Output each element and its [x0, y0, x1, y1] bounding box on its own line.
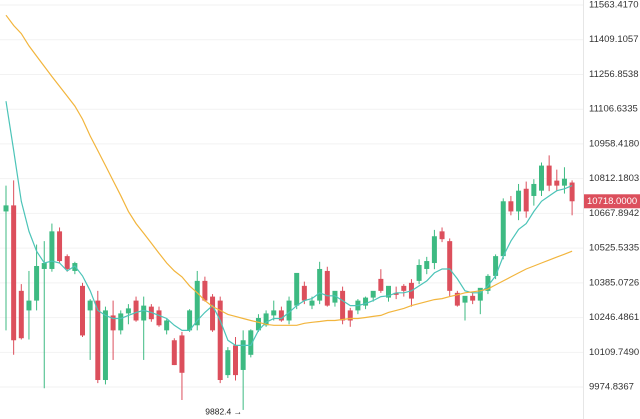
candle-body: [118, 313, 124, 331]
last-price-label: 10718.0000: [587, 196, 637, 207]
candle-body: [431, 236, 437, 264]
candle-body: [309, 300, 315, 306]
candle-body: [240, 340, 246, 370]
candle-body: [294, 272, 300, 306]
candle-body: [317, 268, 323, 301]
candle-body: [156, 310, 162, 326]
candle-body: [378, 278, 384, 291]
y-tick-label: 10109.7490: [589, 347, 639, 358]
candle-body: [386, 285, 391, 298]
candle-body: [462, 295, 468, 303]
candle-body: [416, 265, 422, 281]
candle-body: [485, 275, 491, 291]
candle-body: [133, 300, 139, 321]
moving-average-line: [5, 14, 573, 326]
candle-body: [493, 256, 499, 276]
candle-body: [370, 290, 376, 298]
candle-body: [217, 300, 223, 381]
candle-body: [87, 300, 93, 311]
candle-body: [11, 205, 17, 341]
candle-body: [569, 182, 575, 202]
y-tick-label: 11409.1057: [589, 34, 639, 45]
candle-body: [72, 263, 78, 271]
y-tick-label: 11106.6335: [589, 104, 638, 115]
y-tick-label: 10667.8942: [589, 208, 639, 219]
candle-body: [80, 285, 85, 336]
candle-body: [500, 201, 506, 257]
candle-body: [340, 290, 346, 321]
candle-body: [95, 300, 101, 381]
candle-body: [194, 280, 200, 326]
y-tick-label: 10385.0726: [589, 277, 639, 288]
candle-body: [332, 290, 338, 303]
candle-body: [393, 292, 399, 295]
candle-body: [171, 340, 177, 366]
candle-body: [531, 183, 537, 196]
candle-body: [539, 165, 544, 191]
candle-body: [424, 261, 430, 269]
candle-body: [347, 310, 353, 321]
candle-body: [18, 290, 24, 339]
candle-body: [401, 285, 407, 291]
candle-body: [447, 241, 453, 291]
candle-body: [233, 345, 238, 376]
candle-body: [187, 310, 193, 331]
candle-body: [561, 178, 567, 186]
candle-body: [301, 285, 307, 301]
candle-body: [439, 231, 445, 240]
candle-body: [363, 297, 369, 306]
y-tick-label: 10525.5335: [589, 243, 639, 254]
candle-body: [286, 300, 292, 321]
candle-body: [454, 292, 460, 306]
candle-body: [49, 231, 55, 269]
candle-body: [271, 310, 277, 316]
candle-body: [41, 263, 47, 269]
candle-body: [57, 231, 63, 262]
candle-body: [278, 310, 284, 321]
candle-body: [26, 300, 32, 311]
low-marker-label: 9882.4 →: [205, 406, 242, 416]
y-tick-label: 11563.4170: [589, 0, 639, 11]
candle-body: [324, 270, 330, 306]
candle-body: [248, 330, 254, 355]
candle-body: [179, 335, 185, 373]
candle-body: [125, 308, 131, 314]
last-price-box: [584, 194, 640, 209]
y-tick-label: 10246.4861: [589, 312, 639, 323]
candle-body: [263, 313, 269, 326]
candle-body: [477, 287, 483, 301]
candle-body: [508, 201, 514, 212]
candle-body: [34, 265, 40, 301]
candle-body: [102, 310, 108, 381]
y-tick-label: 9974.8367: [589, 382, 634, 393]
candle-body: [141, 305, 147, 321]
candle-body: [225, 350, 231, 376]
candle-body: [554, 180, 560, 186]
candle-body: [470, 295, 476, 301]
candle-body: [210, 296, 216, 331]
candle-body: [523, 188, 529, 212]
candle-body: [202, 280, 208, 301]
candle-body: [255, 317, 261, 331]
moving-average-line: [5, 101, 573, 346]
candle-body: [3, 205, 9, 212]
candle-body: [110, 315, 116, 331]
candle-body: [64, 256, 70, 269]
candle-body: [164, 320, 170, 331]
y-tick-label: 10958.4180: [589, 138, 639, 149]
y-tick-label: 11256.8538: [589, 69, 639, 80]
candle-body: [516, 190, 522, 212]
y-tick-label: 10812.1803: [589, 173, 639, 184]
candle-body: [546, 165, 552, 186]
